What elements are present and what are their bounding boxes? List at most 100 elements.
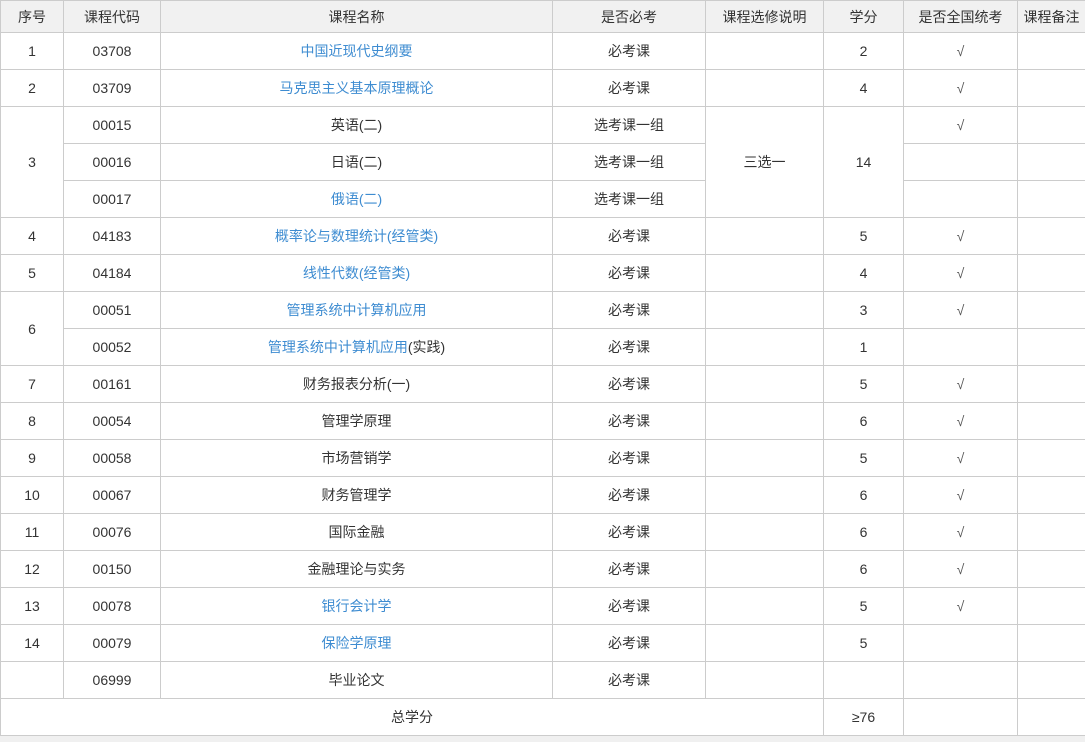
credits-cell: 2	[823, 32, 904, 70]
total-credits-cell: ≥76	[823, 698, 904, 736]
national-exam-cell: √	[903, 365, 1018, 403]
code-cell: 04184	[63, 254, 161, 292]
note-cell	[1017, 106, 1085, 144]
code-cell: 00058	[63, 439, 161, 477]
course-link[interactable]: 管理系统中计算机应用	[286, 302, 427, 318]
elective-cell	[705, 32, 824, 70]
elective-cell	[705, 476, 824, 514]
credits-cell: 14	[823, 106, 904, 218]
national-exam-cell	[903, 624, 1018, 662]
check-mark: √	[956, 265, 965, 281]
required-cell: 必考课	[552, 328, 706, 366]
national-exam-cell: √	[903, 402, 1018, 440]
course-link[interactable]: 银行会计学	[321, 598, 392, 614]
note-cell	[1017, 476, 1085, 514]
check-mark: √	[956, 228, 965, 244]
national-exam-cell: √	[903, 513, 1018, 551]
required-cell: 必考课	[552, 587, 706, 625]
required-cell: 必考课	[552, 254, 706, 292]
elective-cell	[705, 69, 824, 107]
check-mark: √	[956, 413, 965, 429]
course-link[interactable]: 概率论与数理统计(经管类)	[274, 228, 439, 244]
check-mark: √	[956, 450, 965, 466]
code-cell: 04183	[63, 217, 161, 255]
course-link[interactable]: 管理系统中计算机应用	[267, 339, 408, 355]
required-cell: 选考课一组	[552, 106, 706, 144]
note-cell	[1017, 328, 1085, 366]
required-cell: 必考课	[552, 402, 706, 440]
required-cell: 必考课	[552, 624, 706, 662]
national-exam-cell: √	[903, 291, 1018, 329]
national-exam-cell: √	[903, 476, 1018, 514]
elective-cell	[705, 291, 824, 329]
elective-cell	[705, 254, 824, 292]
seq-cell: 12	[0, 550, 64, 588]
credits-cell: 5	[823, 365, 904, 403]
required-cell: 必考课	[552, 217, 706, 255]
code-cell: 00150	[63, 550, 161, 588]
table-row: 7 00161 财务报表分析(一) 必考课 5 √	[0, 365, 1085, 403]
elective-cell	[705, 365, 824, 403]
course-name: 管理学原理	[321, 413, 392, 429]
table-row: 00052 管理系统中计算机应用(实践) 必考课 1	[1, 328, 1085, 366]
national-exam-cell: √	[903, 106, 1018, 144]
course-link[interactable]: 马克思主义基本原理概论	[279, 80, 434, 96]
code-cell: 00016	[63, 143, 161, 181]
national-exam-cell: √	[903, 587, 1018, 625]
elective-cell: 三选一	[705, 106, 824, 218]
seq-cell: 11	[0, 513, 64, 551]
national-exam-cell: √	[903, 69, 1018, 107]
course-name-cell: 财务报表分析(一)	[160, 365, 553, 403]
course-name: 财务管理学	[321, 487, 392, 503]
code-cell: 00054	[63, 402, 161, 440]
note-cell	[1017, 291, 1085, 329]
check-mark: √	[956, 561, 965, 577]
course-name: 毕业论文	[328, 672, 385, 688]
course-link[interactable]: 线性代数(经管类)	[302, 265, 411, 281]
credits-cell: 6	[823, 513, 904, 551]
national-exam-cell	[903, 180, 1018, 218]
check-mark: √	[956, 487, 965, 503]
course-name-cell: 财务管理学	[160, 476, 553, 514]
national-exam-cell: √	[903, 32, 1018, 70]
header-code: 课程代码	[63, 0, 161, 33]
course-name-cell: 概率论与数理统计(经管类)	[160, 217, 553, 255]
credits-cell: 3	[823, 291, 904, 329]
table-row: 12 00150 金融理论与实务 必考课 6 √	[0, 550, 1085, 588]
elective-cell	[705, 624, 824, 662]
table-row: 14 00079 保险学原理 必考课 5	[0, 624, 1085, 662]
code-cell: 03708	[63, 32, 161, 70]
table-row: 2 03709 马克思主义基本原理概论 必考课 4 √	[0, 69, 1085, 107]
course-name-cell: 市场营销学	[160, 439, 553, 477]
required-cell: 必考课	[552, 476, 706, 514]
note-cell	[1017, 624, 1085, 662]
total-label-cell: 总学分	[0, 698, 824, 736]
course-link[interactable]: 俄语(二)	[330, 191, 383, 207]
code-cell: 00078	[63, 587, 161, 625]
course-link[interactable]: 保险学原理	[321, 635, 392, 651]
course-name-cell: 管理系统中计算机应用	[160, 291, 553, 329]
note-cell	[1017, 32, 1085, 70]
course-name-cell: 线性代数(经管类)	[160, 254, 553, 292]
required-cell: 选考课一组	[552, 180, 706, 218]
credits-cell: 6	[823, 476, 904, 514]
course-name-cell: 中国近现代史纲要	[160, 32, 553, 70]
elective-cell	[705, 217, 824, 255]
elective-cell	[705, 661, 824, 699]
required-cell: 必考课	[552, 365, 706, 403]
table-row: 6 00051 管理系统中计算机应用 必考课 3 √	[0, 291, 1085, 366]
course-name: 财务报表分析(一)	[302, 376, 411, 392]
check-mark: √	[956, 376, 965, 392]
check-mark: √	[956, 302, 965, 318]
code-cell: 00076	[63, 513, 161, 551]
elective-cell	[705, 439, 824, 477]
code-cell: 03709	[63, 69, 161, 107]
note-cell	[1017, 69, 1085, 107]
course-link[interactable]: 中国近现代史纲要	[300, 43, 413, 59]
required-cell: 必考课	[552, 69, 706, 107]
elective-cell	[705, 513, 824, 551]
seq-cell: 7	[0, 365, 64, 403]
credits-cell: 1	[823, 328, 904, 366]
elective-cell	[705, 550, 824, 588]
